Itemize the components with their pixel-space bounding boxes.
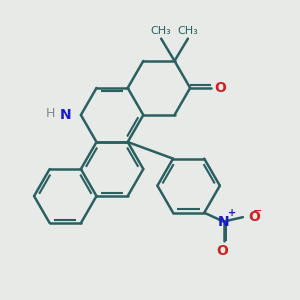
- Text: O: O: [248, 210, 260, 224]
- Text: N: N: [60, 108, 71, 122]
- Text: H: H: [46, 107, 55, 120]
- Text: O: O: [216, 244, 228, 259]
- Text: CH₃: CH₃: [151, 26, 172, 36]
- Text: −: −: [253, 206, 262, 216]
- Text: O: O: [214, 81, 226, 95]
- Text: +: +: [228, 208, 236, 218]
- Text: N: N: [218, 214, 230, 229]
- Text: CH₃: CH₃: [178, 26, 198, 36]
